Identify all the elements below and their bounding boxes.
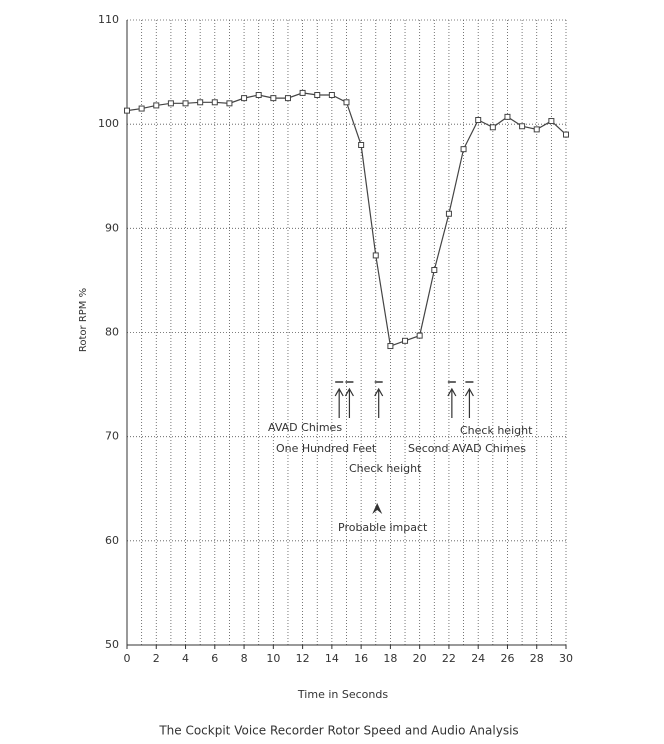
data-point	[197, 99, 204, 106]
impact-label: Probable impact	[338, 521, 428, 534]
data-point	[167, 100, 174, 107]
data-point	[475, 117, 482, 123]
data-point	[416, 332, 423, 339]
data-point	[124, 107, 130, 114]
y-tick-label: 100	[98, 117, 119, 130]
arrowhead	[374, 387, 384, 397]
data-point	[211, 99, 218, 106]
data-point	[533, 126, 540, 133]
x-tick-label: 4	[182, 652, 189, 665]
x-tick-label: 0	[124, 652, 131, 665]
y-axis-label: Rotor RPM %	[78, 288, 89, 352]
annotation-label: AVAD Chimes	[268, 421, 342, 434]
arrowhead	[447, 387, 457, 397]
annotation-label: One Hundred Feet	[276, 442, 377, 455]
x-tick-label: 12	[296, 652, 310, 665]
x-tick-label: 20	[413, 652, 427, 665]
data-point	[153, 102, 160, 109]
data-point	[284, 95, 291, 102]
x-tick-label: 2	[153, 652, 160, 665]
data-point	[299, 89, 306, 96]
data-point	[328, 92, 335, 98]
x-tick-label: 28	[530, 652, 544, 665]
data-point	[255, 92, 262, 98]
y-tick-label: 60	[105, 534, 119, 547]
x-tick-label: 6	[211, 652, 218, 665]
x-tick-label: 10	[266, 652, 280, 665]
arrowhead	[344, 387, 354, 397]
x-tick-label: 16	[354, 652, 368, 665]
data-point	[138, 105, 145, 112]
x-tick-label: 22	[442, 652, 456, 665]
x-tick-label: 30	[559, 652, 573, 665]
data-point	[563, 131, 569, 138]
data-point	[387, 343, 394, 350]
arrowhead	[464, 387, 474, 397]
data-point	[489, 124, 496, 131]
y-tick-label: 80	[105, 326, 119, 339]
data-point	[460, 146, 467, 153]
data-point	[314, 92, 321, 98]
x-tick-label: 24	[471, 652, 485, 665]
data-point	[402, 337, 409, 344]
data-point	[519, 123, 526, 130]
annotation-label: Check height	[460, 424, 533, 437]
data-point	[431, 267, 438, 273]
data-point	[358, 142, 365, 148]
data-point	[548, 118, 555, 125]
y-tick-label: 50	[105, 638, 119, 651]
annotation-label: Second AVAD Chimes	[408, 442, 526, 455]
data-point	[226, 100, 233, 107]
x-tick-label: 8	[241, 652, 248, 665]
chart-title: The Cockpit Voice Recorder Rotor Speed a…	[158, 724, 518, 738]
data-point	[270, 95, 277, 102]
data-point	[445, 210, 452, 217]
data-point	[372, 252, 379, 259]
x-axis-label: Time in Seconds	[297, 688, 388, 701]
impact-marker	[372, 503, 383, 514]
y-tick-label: 90	[105, 221, 119, 234]
annotation-label: Check height	[349, 462, 422, 475]
y-tick-label: 70	[105, 430, 119, 443]
x-tick-label: 26	[500, 652, 514, 665]
data-point	[241, 95, 248, 102]
data-point	[182, 100, 189, 107]
x-tick-label: 14	[325, 652, 339, 665]
arrowhead	[334, 387, 344, 397]
data-point	[504, 113, 511, 120]
data-point	[343, 99, 350, 106]
x-tick-label: 18	[383, 652, 397, 665]
y-tick-label: 110	[98, 13, 119, 26]
